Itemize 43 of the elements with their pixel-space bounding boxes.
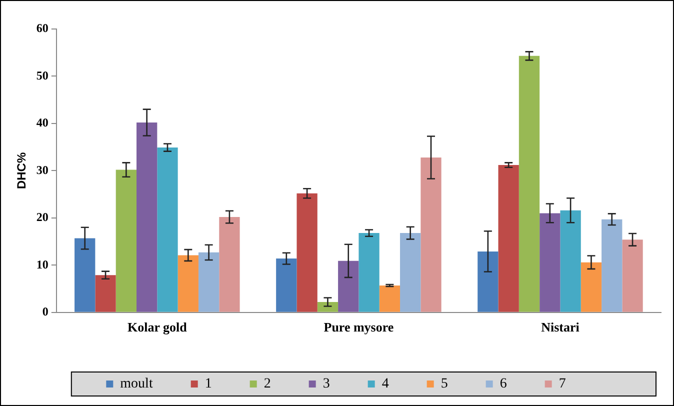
bar <box>116 170 137 312</box>
legend-label: 3 <box>322 376 330 392</box>
bar <box>580 262 602 312</box>
legend-label: 2 <box>264 376 271 392</box>
bar <box>136 122 158 312</box>
legend-label: 5 <box>440 376 448 392</box>
legend-label: 7 <box>558 376 566 392</box>
bar <box>296 193 318 312</box>
y-tick-label: 50 <box>36 68 48 82</box>
y-tick-label: 10 <box>36 257 48 272</box>
bar <box>157 148 178 312</box>
y-axis-title: DHC% <box>14 152 29 190</box>
bar <box>622 240 643 312</box>
x-tick-label: Pure mysore <box>324 320 394 335</box>
y-tick-label: 40 <box>36 116 48 130</box>
bar <box>338 260 359 312</box>
y-tick-label: 0 <box>42 304 48 318</box>
bar <box>420 157 442 312</box>
bar <box>95 275 116 312</box>
bar <box>560 210 581 312</box>
y-tick-label: 60 <box>36 21 48 36</box>
y-tick-label: 30 <box>36 162 48 177</box>
legend-label: 6 <box>500 376 507 392</box>
legend-label: 4 <box>382 376 389 392</box>
bar <box>219 216 240 312</box>
bar <box>276 258 297 312</box>
bar <box>518 56 540 312</box>
bar <box>379 285 400 312</box>
legend-label: 1 <box>204 376 212 392</box>
legend-label: moult <box>120 376 153 392</box>
bar <box>602 219 622 312</box>
bar <box>74 238 96 312</box>
bar <box>400 233 421 312</box>
bar <box>358 233 380 312</box>
bar <box>198 252 220 312</box>
bar <box>498 165 519 312</box>
x-tick-label: Kolar gold <box>127 320 188 335</box>
bar <box>478 251 498 312</box>
y-tick-label: 20 <box>36 210 48 224</box>
x-tick-label: Nistari <box>541 320 580 335</box>
bar <box>178 255 198 312</box>
bar <box>540 213 560 312</box>
bar <box>317 302 338 312</box>
